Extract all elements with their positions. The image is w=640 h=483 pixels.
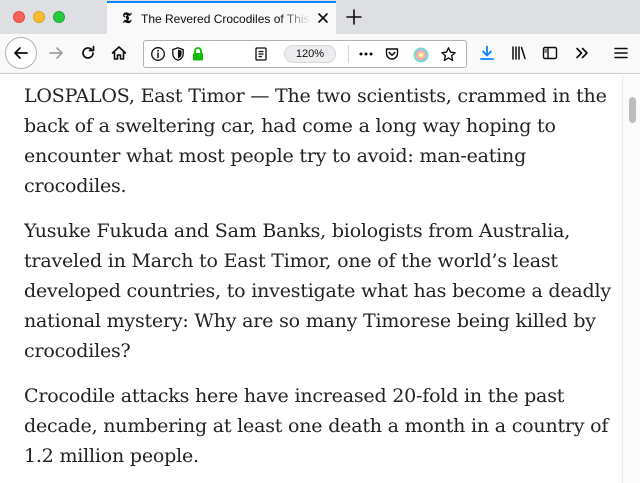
overflow-chevron-icon[interactable] [567,38,597,68]
plus-icon[interactable] [344,7,364,27]
window-close-button[interactable] [13,11,25,23]
pocket-icon[interactable] [384,46,400,62]
navigation-toolbar: 120% [0,34,640,74]
star-icon[interactable] [440,46,456,62]
more-dots-icon[interactable] [358,46,374,62]
article-paragraph: Yusuke Fukuda and Sam Banks, biologists … [24,220,611,362]
library-icon[interactable] [504,38,534,68]
url-bar[interactable]: 120% [143,40,467,68]
tab-title: The Revered Crocodiles of This [141,12,309,26]
close-icon[interactable] [315,10,331,26]
info-icon[interactable] [150,46,166,62]
lock-icon[interactable] [190,46,206,62]
reload-icon[interactable] [73,38,103,68]
forward-arrow-icon[interactable] [41,38,71,68]
tab-active[interactable]: 𝕿 The Revered Crocodiles of This [107,1,336,34]
zoom-level-button[interactable]: 120% [284,45,336,63]
vertical-scrollbar[interactable] [622,75,640,483]
download-icon[interactable] [472,38,502,68]
nyt-logo-icon: 𝕿 [122,9,132,27]
window-minimize-button[interactable] [33,11,45,23]
extension-icon[interactable] [412,46,429,63]
tab-strip: 𝕿 The Revered Crocodiles of This [0,0,640,34]
hamburger-menu-icon[interactable] [606,38,636,68]
sidebar-icon[interactable] [535,38,565,68]
article-paragraph: Crocodile attacks here have increased 20… [24,385,609,467]
page-content: LOSPALOS, East Timor — The two scientist… [0,75,622,483]
shield-icon[interactable] [170,46,186,62]
urlbar-separator [348,45,349,63]
back-arrow-icon[interactable] [5,37,37,69]
window-maximize-button[interactable] [53,11,65,23]
scrollbar-thumb[interactable] [629,97,636,123]
home-icon[interactable] [104,38,134,68]
article-body: LOSPALOS, East Timor — The two scientist… [24,81,612,483]
tab-title-fade [279,9,311,29]
reader-view-icon[interactable] [253,46,269,62]
article-paragraph: LOSPALOS, East Timor — The two scientist… [24,85,607,197]
